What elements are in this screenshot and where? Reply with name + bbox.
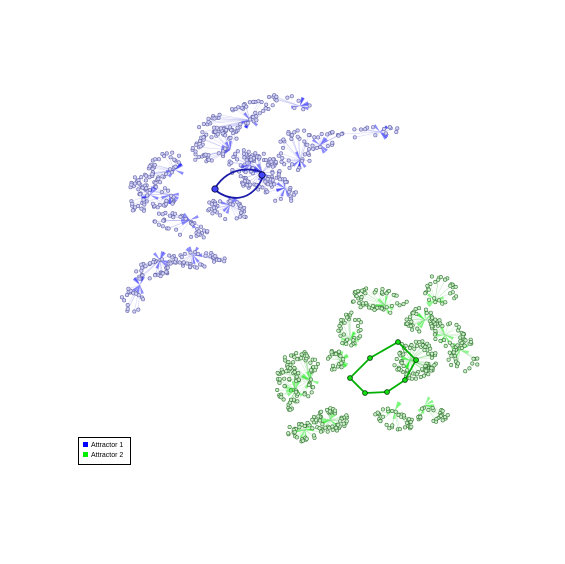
legend-swatch-attractor-2 [83, 452, 88, 457]
attractor-2-cycle [347, 339, 419, 396]
legend-label-attractor-1: Attractor 1 [91, 442, 124, 449]
legend: Attractor 1 Attractor 2 [78, 437, 131, 465]
legend-item-attractor-1: Attractor 1 [83, 441, 123, 450]
legend-item-attractor-2: Attractor 2 [83, 451, 123, 460]
basin-attractor-1 [119, 93, 400, 314]
attractor-1-cycle [211, 168, 266, 199]
legend-swatch-attractor-1 [83, 442, 88, 447]
legend-label-attractor-2: Attractor 2 [91, 452, 124, 459]
basin-attractor-2 [275, 274, 480, 444]
